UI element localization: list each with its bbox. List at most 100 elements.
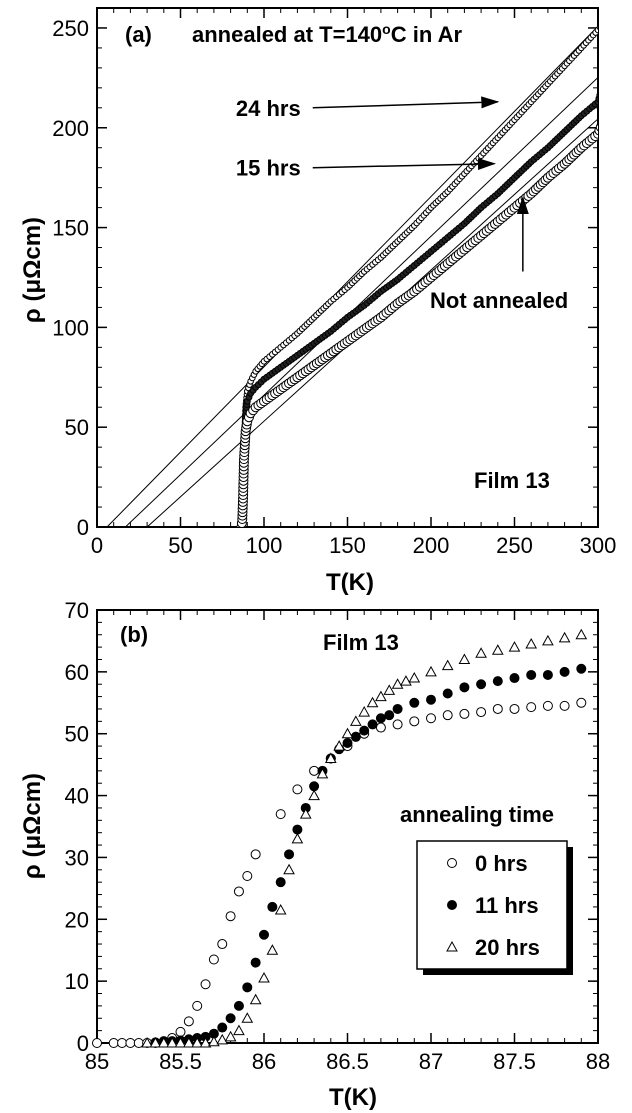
data-point bbox=[274, 903, 287, 915]
data-point bbox=[392, 703, 403, 714]
data-point bbox=[125, 1038, 136, 1048]
data-point bbox=[192, 1000, 203, 1011]
data-point bbox=[92, 1038, 102, 1048]
data-point bbox=[183, 1016, 194, 1027]
y-tick-label: 70 bbox=[65, 598, 89, 623]
legend-label: 20 hrs bbox=[475, 935, 540, 960]
data-point bbox=[291, 832, 304, 844]
data-point bbox=[476, 707, 487, 718]
data-point bbox=[525, 637, 538, 649]
data-point bbox=[542, 669, 553, 680]
legend-label: 0 hrs bbox=[475, 851, 528, 876]
data-point bbox=[175, 1026, 186, 1037]
panel-a-label: (a) bbox=[125, 22, 152, 47]
x-tick-label: 86.5 bbox=[326, 1049, 369, 1074]
data-point bbox=[542, 700, 553, 711]
x-tick-label: 50 bbox=[168, 533, 192, 558]
series-20-hrs bbox=[141, 628, 588, 1048]
x-tick-label: 86 bbox=[252, 1049, 276, 1074]
data-point bbox=[242, 870, 253, 881]
legend-item: 11 hrs bbox=[447, 893, 539, 918]
legend-marker bbox=[446, 940, 458, 952]
data-point bbox=[250, 849, 261, 860]
data-point bbox=[558, 631, 571, 643]
data-point bbox=[491, 644, 504, 655]
data-point bbox=[284, 849, 295, 860]
data-point bbox=[309, 781, 320, 792]
fit-line bbox=[106, 25, 598, 527]
y-tick-label: 150 bbox=[52, 216, 89, 241]
y-tick-label: 0 bbox=[77, 1031, 89, 1056]
data-point bbox=[341, 727, 354, 739]
panel-a-annotations: 24 hrs 15 hrs Not annealed bbox=[236, 96, 568, 313]
data-point bbox=[492, 703, 503, 714]
data-point bbox=[292, 784, 303, 795]
data-point bbox=[596, 24, 598, 31]
data-point bbox=[324, 752, 337, 763]
x-tick-label: 200 bbox=[413, 533, 450, 558]
panel-b-ylabel: ρ (μΩcm) bbox=[19, 773, 46, 879]
data-point bbox=[191, 1036, 204, 1048]
data-point bbox=[183, 1036, 195, 1048]
y-tick-label: 0 bbox=[77, 515, 89, 540]
annotation-top-end: C in Ar bbox=[391, 22, 463, 47]
data-point bbox=[526, 702, 537, 713]
data-point bbox=[200, 979, 211, 990]
y-tick-label: 30 bbox=[65, 845, 89, 870]
panel-b-label: (b) bbox=[120, 622, 148, 647]
label-arrow bbox=[312, 96, 500, 109]
panel-b-ticks: 85 85.5 86 86.5 87 87.5 88 0 10 20 30 40 50 60 70 bbox=[65, 598, 611, 1074]
data-point bbox=[392, 719, 403, 730]
data-point bbox=[117, 1038, 128, 1048]
data-point bbox=[459, 682, 470, 693]
legend: 0 hrs 11 hrs 20 hrs bbox=[416, 840, 573, 975]
data-point bbox=[441, 659, 454, 671]
data-point bbox=[308, 789, 320, 801]
data-point bbox=[600, 113, 609, 122]
x-tick-label: 87 bbox=[419, 1049, 443, 1074]
data-point bbox=[408, 672, 421, 683]
legend-marker bbox=[447, 900, 457, 910]
y-tick-label: 10 bbox=[65, 969, 89, 994]
data-point bbox=[141, 1036, 153, 1048]
data-point bbox=[442, 688, 453, 699]
x-tick-label: 0 bbox=[91, 533, 103, 558]
data-point bbox=[309, 765, 320, 776]
data-point bbox=[600, 82, 606, 88]
series-not-annealed bbox=[236, 113, 609, 527]
data-point bbox=[199, 1036, 212, 1048]
data-point bbox=[275, 877, 286, 888]
panel-a-series bbox=[236, 24, 609, 527]
data-point bbox=[283, 863, 295, 875]
data-point bbox=[508, 641, 521, 652]
x-tick-label: 250 bbox=[496, 533, 533, 558]
legend-title: annealing time bbox=[400, 802, 554, 827]
data-point bbox=[400, 675, 412, 686]
data-point bbox=[174, 1036, 187, 1048]
legend-marker bbox=[447, 858, 457, 868]
fit-line bbox=[125, 76, 598, 527]
data-point bbox=[358, 706, 371, 717]
data-point bbox=[108, 1038, 119, 1048]
annotation-top-sup: o bbox=[382, 21, 391, 37]
data-point bbox=[476, 679, 487, 690]
legend-item: 20 hrs bbox=[446, 935, 540, 960]
data-point bbox=[233, 1000, 244, 1011]
legend-box bbox=[416, 840, 568, 970]
data-point bbox=[259, 929, 269, 940]
data-point bbox=[225, 1013, 236, 1024]
label-arrow bbox=[312, 158, 496, 171]
data-point bbox=[266, 944, 279, 955]
data-point bbox=[316, 767, 329, 779]
panel-a-annotation-top: annealed at T=140oC in Ar bbox=[192, 21, 462, 47]
data-point bbox=[599, 116, 608, 125]
panel-a-xlabel: T(K) bbox=[326, 569, 374, 596]
y-tick-label: 20 bbox=[65, 907, 89, 932]
legend-item: 0 hrs bbox=[447, 851, 528, 876]
data-point bbox=[509, 703, 520, 714]
data-point bbox=[249, 993, 262, 1005]
panel-b-series bbox=[92, 628, 588, 1048]
panel-b-xlabel: T(K) bbox=[329, 1084, 377, 1111]
data-point bbox=[602, 72, 608, 78]
